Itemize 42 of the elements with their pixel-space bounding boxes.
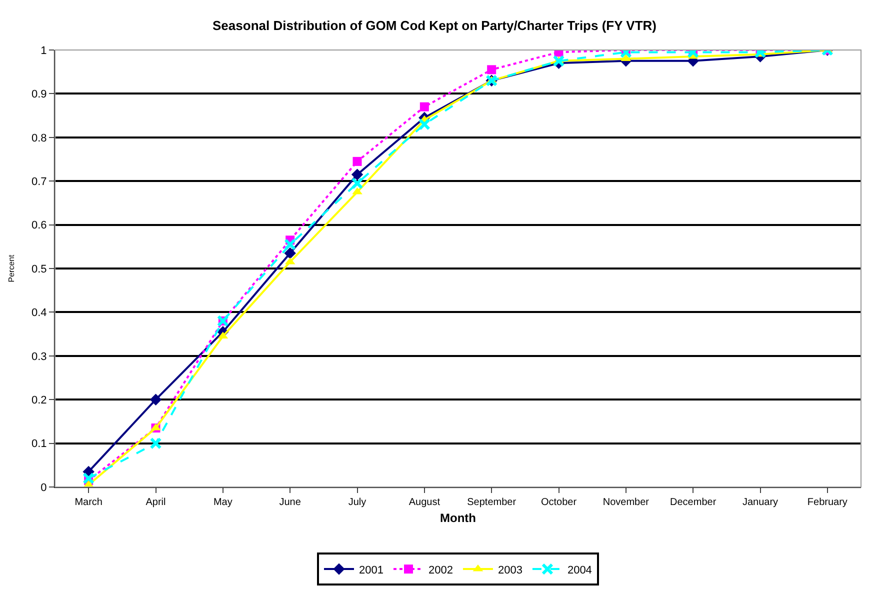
y-tick-label: 0.3 bbox=[32, 350, 47, 363]
y-axis-title: Percent bbox=[7, 254, 16, 282]
y-tick-label: 0.8 bbox=[32, 132, 47, 144]
point bbox=[82, 472, 95, 484]
point bbox=[487, 65, 496, 74]
point bbox=[284, 238, 296, 250]
y-tick-label: 0.1 bbox=[32, 438, 47, 450]
legend-label: 2004 bbox=[567, 564, 592, 576]
x-tick-label: July bbox=[348, 497, 366, 508]
x-tick-label: January bbox=[742, 497, 778, 508]
point bbox=[351, 168, 364, 180]
x-tick-label: September bbox=[467, 497, 517, 508]
point bbox=[150, 437, 162, 450]
x-tick-label: February bbox=[807, 497, 848, 508]
y-tick-label: 0.4 bbox=[32, 307, 47, 320]
legend-label: 2002 bbox=[428, 564, 453, 576]
point bbox=[552, 54, 565, 67]
x-tick-label: April bbox=[146, 497, 166, 508]
x-tick-label: May bbox=[213, 497, 232, 508]
x-axis-title: Month bbox=[440, 510, 476, 525]
point bbox=[351, 177, 364, 190]
chart-title: Seasonal Distribution of GOM Cod Kept on Party/Charter Trips (FY VTR) bbox=[212, 18, 656, 33]
y-tick-label: 0.5 bbox=[32, 263, 47, 276]
x-tick-label: October bbox=[540, 497, 578, 508]
y-tick-label: 1 bbox=[40, 44, 47, 57]
y-tick-label: 0.9 bbox=[32, 88, 47, 101]
x-tick-label: March bbox=[74, 497, 102, 508]
y-tick-label: 0.6 bbox=[32, 220, 47, 232]
point bbox=[284, 247, 296, 260]
legend-label: 2003 bbox=[498, 564, 522, 576]
point bbox=[420, 102, 429, 112]
y-tick-label: 0.7 bbox=[32, 176, 47, 188]
x-tick-label: December bbox=[670, 497, 717, 508]
point bbox=[150, 394, 162, 406]
x-tick-label: June bbox=[279, 497, 302, 508]
y-tick-label: 0 bbox=[40, 482, 47, 494]
x-tick-label: November bbox=[602, 497, 650, 508]
x-tick-label: August bbox=[408, 497, 440, 508]
legend-label: 2001 bbox=[359, 564, 384, 576]
point bbox=[352, 156, 362, 166]
y-tick-label: 0.2 bbox=[32, 394, 47, 406]
point bbox=[418, 118, 430, 130]
